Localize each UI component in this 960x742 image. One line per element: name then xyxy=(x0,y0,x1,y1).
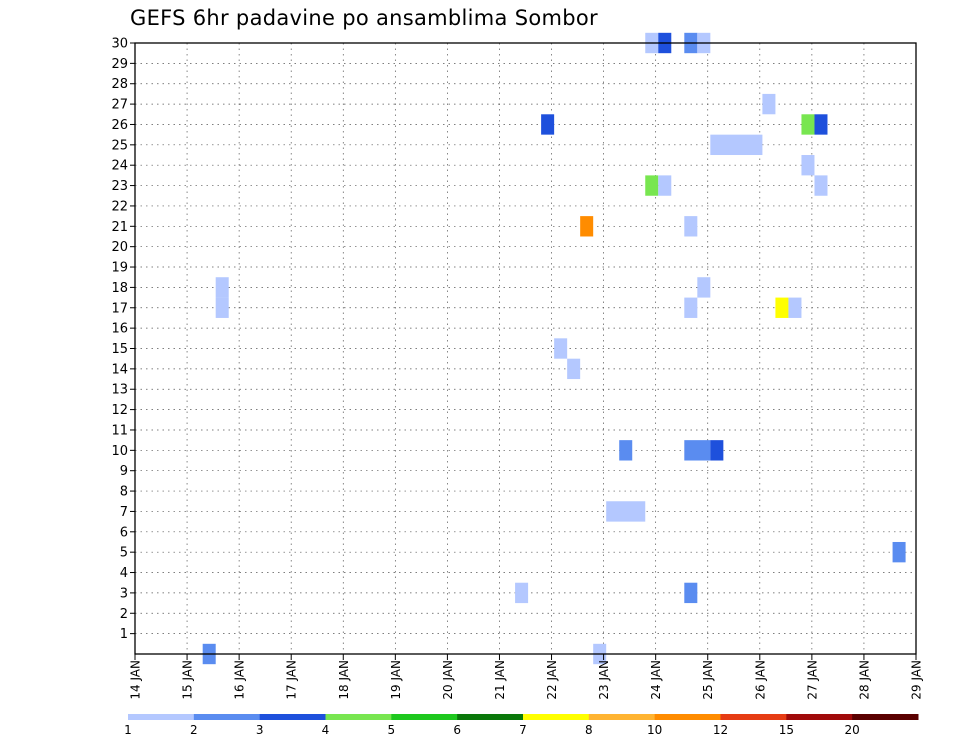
colorbar-segment xyxy=(588,714,656,720)
y-tick-label: 28 xyxy=(111,77,128,92)
precip-cell xyxy=(788,297,802,318)
colorbar-label: 20 xyxy=(845,723,860,737)
colorbar-segment xyxy=(193,714,261,720)
colorbar-label: 7 xyxy=(519,723,527,737)
colorbar-segment xyxy=(128,714,195,720)
y-tick-label: 25 xyxy=(111,138,128,153)
precip-cell xyxy=(762,93,776,115)
colorbar-segment xyxy=(259,714,326,720)
y-tick-label: 30 xyxy=(111,37,128,52)
y-tick-label: 4 xyxy=(120,566,128,581)
colorbar-label: 2 xyxy=(190,723,198,737)
precip-cell xyxy=(710,134,763,156)
precip-cell xyxy=(801,155,815,176)
x-tick-label: 29 JAN xyxy=(910,660,924,700)
colorbar-segment xyxy=(457,714,524,720)
x-tick-label: 15 JAN xyxy=(181,660,195,700)
colorbar-label: 5 xyxy=(388,723,396,737)
colorbar-segment xyxy=(391,714,458,720)
x-tick-label: 26 JAN xyxy=(753,660,767,700)
y-tick-label: 8 xyxy=(120,485,128,500)
y-tick-label: 20 xyxy=(111,240,128,255)
y-tick-label: 19 xyxy=(111,261,128,276)
colorbar-segment xyxy=(654,714,721,720)
colorbar-label: 4 xyxy=(322,723,330,737)
precip-cell xyxy=(814,175,828,196)
x-tick-label: 16 JAN xyxy=(233,660,247,700)
precip-cell xyxy=(814,114,828,135)
colorbar-label: 12 xyxy=(713,723,728,737)
y-tick-label: 2 xyxy=(120,607,128,622)
precip-cell xyxy=(580,216,594,237)
precip-cell xyxy=(684,582,698,604)
precip-cell xyxy=(892,541,906,563)
x-tick-label: 27 JAN xyxy=(805,660,819,700)
precip-cell xyxy=(684,297,698,318)
y-tick-label: 16 xyxy=(111,322,128,337)
y-tick-label: 10 xyxy=(111,444,128,459)
y-tick-label: 22 xyxy=(111,199,128,214)
x-tick-label: 22 JAN xyxy=(545,660,559,700)
colorbar-segment xyxy=(786,714,853,720)
colorbar-label: 3 xyxy=(256,723,264,737)
y-tick-label: 23 xyxy=(111,179,128,194)
y-tick-label: 21 xyxy=(111,220,128,235)
x-tick-label: 20 JAN xyxy=(441,660,455,700)
precip-cell xyxy=(215,277,229,298)
precip-cell xyxy=(215,297,229,318)
y-tick-label: 3 xyxy=(120,586,128,601)
x-tick-label: 18 JAN xyxy=(337,660,351,700)
colorbar-label: 6 xyxy=(453,723,461,737)
y-tick-label: 15 xyxy=(111,342,128,357)
x-tick-label: 25 JAN xyxy=(701,660,715,700)
precip-cell xyxy=(567,358,581,380)
y-tick-label: 18 xyxy=(111,281,128,296)
precip-cell xyxy=(606,501,646,522)
x-tick-label: 19 JAN xyxy=(389,660,403,700)
x-tick-label: 23 JAN xyxy=(597,660,611,700)
x-tick-label: 24 JAN xyxy=(649,660,663,700)
y-tick-label: 17 xyxy=(111,301,128,316)
colorbar-segment xyxy=(720,714,787,720)
colorbar-label: 10 xyxy=(647,723,662,737)
y-tick-label: 13 xyxy=(111,383,128,398)
precip-cell xyxy=(658,175,672,196)
colorbar-label: 1 xyxy=(124,723,132,737)
precip-cell xyxy=(541,114,555,135)
precip-cell xyxy=(801,114,815,135)
y-tick-label: 24 xyxy=(111,159,128,174)
y-tick-label: 9 xyxy=(120,464,128,479)
precip-cell xyxy=(515,582,529,604)
precip-cell xyxy=(554,338,568,359)
y-tick-label: 6 xyxy=(120,525,128,540)
x-tick-label: 17 JAN xyxy=(285,660,299,700)
colorbar-segment xyxy=(325,714,392,720)
colorbar-label: 15 xyxy=(779,723,794,737)
x-tick-label: 21 JAN xyxy=(493,660,507,700)
colorbar-label: 8 xyxy=(585,723,593,737)
y-tick-label: 14 xyxy=(111,362,128,377)
y-tick-label: 1 xyxy=(120,627,128,642)
precip-cell xyxy=(775,297,789,318)
chart-title: GEFS 6hr padavine po ansamblima Sombor xyxy=(130,6,598,30)
y-tick-label: 7 xyxy=(120,505,128,520)
colorbar-segment xyxy=(852,714,919,720)
x-tick-label: 14 JAN xyxy=(129,660,143,700)
precip-cell xyxy=(684,440,711,461)
colorbar-segment xyxy=(523,714,590,720)
y-tick-label: 27 xyxy=(111,98,128,113)
y-tick-label: 12 xyxy=(111,403,128,418)
y-tick-label: 5 xyxy=(120,546,128,561)
y-tick-label: 11 xyxy=(111,423,128,438)
precip-cell xyxy=(684,216,698,237)
precip-cell xyxy=(619,440,633,461)
precip-cell xyxy=(697,277,711,298)
y-tick-label: 29 xyxy=(111,57,128,72)
y-tick-label: 26 xyxy=(111,118,128,133)
x-tick-label: 28 JAN xyxy=(857,660,871,700)
precip-cell xyxy=(645,175,659,196)
precip-cell xyxy=(710,440,724,461)
